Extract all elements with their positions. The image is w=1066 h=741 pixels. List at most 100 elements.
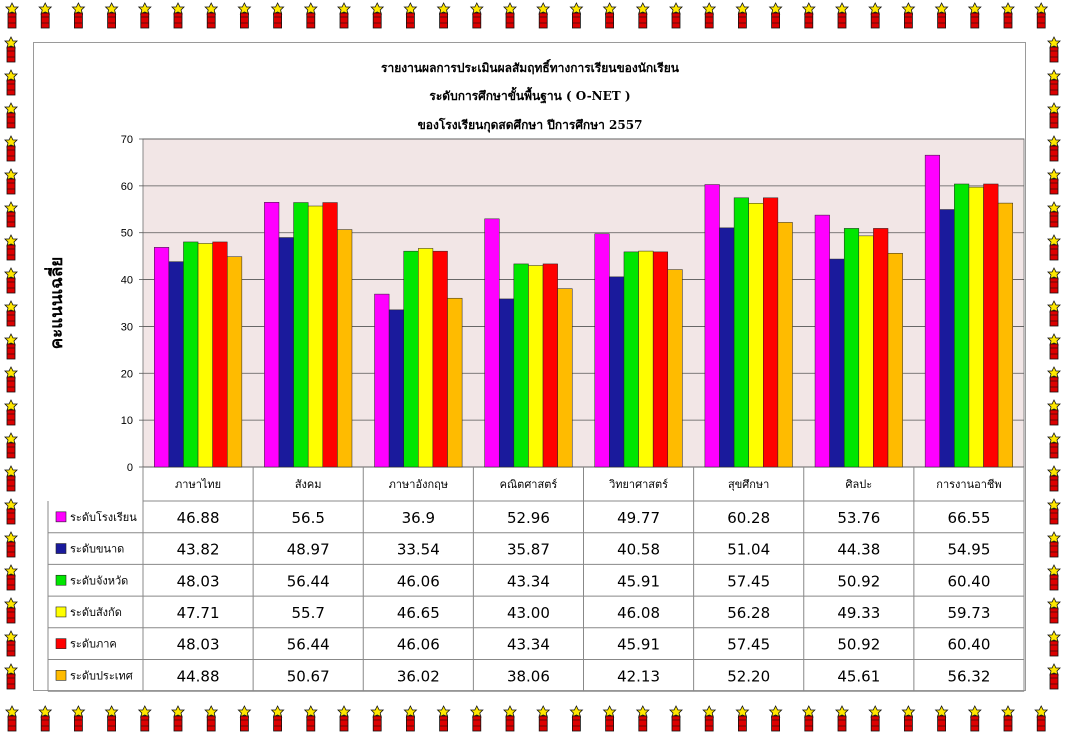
data-label: 50.92 bbox=[837, 572, 880, 590]
firecracker-icon bbox=[801, 705, 816, 732]
firecracker-icon bbox=[1047, 135, 1061, 162]
firecracker-icon bbox=[303, 2, 318, 29]
data-label: 46.06 bbox=[397, 636, 440, 654]
bar bbox=[513, 263, 529, 468]
firecracker-icon bbox=[237, 705, 252, 732]
firecracker-icon bbox=[4, 564, 18, 591]
firecracker-icon bbox=[669, 2, 683, 29]
firecracker-icon bbox=[503, 705, 517, 732]
data-label: 59.73 bbox=[947, 604, 990, 622]
firecracker-icon bbox=[536, 705, 551, 732]
firecracker-icon bbox=[137, 705, 152, 732]
data-label: 48.03 bbox=[177, 636, 220, 654]
firecracker-icon bbox=[4, 36, 18, 63]
firecracker-icon bbox=[967, 2, 982, 29]
y-tick-label: 40 bbox=[121, 275, 133, 287]
firecracker-icon bbox=[1047, 399, 1061, 426]
y-axis: 0 10 20 30 40 50 60 70 bbox=[121, 134, 143, 474]
firecracker-icon bbox=[1047, 267, 1061, 294]
x-tick-label: ภาษาไทย bbox=[175, 478, 221, 491]
legend-swatch bbox=[55, 638, 67, 649]
x-tick-label: วิทยาศาสตร์ bbox=[608, 478, 668, 491]
firecracker-icon bbox=[204, 2, 219, 29]
data-label: 47.71 bbox=[177, 604, 220, 622]
firecracker-icon bbox=[137, 2, 152, 29]
firecracker-icon bbox=[370, 2, 385, 29]
bar bbox=[557, 288, 573, 468]
chart-title: รายงานผลการประเมินผลสัมฤทธิ์ทางการเรียนข… bbox=[381, 59, 680, 133]
data-label: 66.55 bbox=[947, 509, 990, 527]
firecracker-icon bbox=[436, 705, 451, 732]
firecracker-icon bbox=[1034, 705, 1049, 732]
data-label: 48.03 bbox=[177, 572, 220, 590]
firecracker-icon bbox=[171, 2, 185, 29]
data-label: 55.7 bbox=[291, 604, 324, 622]
bar bbox=[968, 186, 984, 468]
firecracker-icon bbox=[934, 2, 949, 29]
data-label: 46.06 bbox=[397, 572, 440, 590]
firecracker-icon bbox=[1034, 2, 1049, 29]
data-label: 45.91 bbox=[617, 636, 660, 654]
x-tick-label: คณิตศาสตร์ bbox=[500, 478, 558, 491]
bar bbox=[623, 251, 639, 468]
firecracker-icon bbox=[469, 705, 484, 732]
data-label: 44.38 bbox=[837, 541, 880, 559]
bar bbox=[542, 263, 558, 468]
legend-entry: ระดับสังกัด bbox=[70, 606, 122, 619]
bar bbox=[609, 276, 625, 468]
bar bbox=[719, 227, 735, 468]
bar bbox=[307, 205, 324, 468]
firecracker-icon bbox=[602, 2, 617, 29]
firecracker-icon bbox=[403, 705, 418, 732]
bar bbox=[403, 250, 419, 468]
firecracker-icon bbox=[1047, 564, 1061, 591]
firecracker-icon bbox=[868, 2, 883, 29]
data-label: 43.34 bbox=[507, 636, 550, 654]
y-tick-label: 50 bbox=[121, 228, 133, 240]
firecracker-icon bbox=[1047, 531, 1061, 558]
data-label: 53.76 bbox=[837, 509, 880, 527]
bar bbox=[594, 233, 610, 468]
y-tick-label: 20 bbox=[121, 368, 133, 380]
data-label: 56.32 bbox=[947, 667, 990, 685]
firecracker-icon bbox=[4, 333, 18, 360]
legend-swatch bbox=[55, 511, 67, 523]
legend-entry: ระดับโรงเรียน bbox=[70, 510, 137, 524]
firecracker-icon bbox=[669, 705, 683, 732]
bar bbox=[924, 154, 940, 468]
firecracker-icon bbox=[38, 705, 53, 732]
firecracker-icon bbox=[4, 465, 18, 492]
firecracker-icon bbox=[1047, 630, 1061, 657]
firecracker-icon bbox=[801, 2, 816, 29]
legend-entry: ระดับประเทศ bbox=[70, 669, 133, 682]
x-tick-label: ภาษาอังกฤษ bbox=[389, 478, 448, 491]
bar bbox=[667, 269, 683, 468]
y-axis-label: คะแนนเฉลี่ย bbox=[44, 257, 67, 349]
bar bbox=[168, 261, 184, 468]
firecracker-icon bbox=[4, 498, 18, 525]
data-label: 50.92 bbox=[837, 636, 880, 654]
y-tick-label: 10 bbox=[121, 415, 133, 427]
firecracker-icon bbox=[1047, 498, 1061, 525]
bar bbox=[939, 209, 955, 468]
data-label: 54.95 bbox=[947, 541, 990, 559]
bar bbox=[528, 265, 544, 468]
firecracker-icon bbox=[735, 2, 750, 29]
firecracker-icon bbox=[1047, 168, 1061, 195]
bar bbox=[954, 183, 970, 468]
firecracker-icon bbox=[38, 2, 53, 29]
legend-swatch bbox=[55, 606, 67, 618]
bar bbox=[447, 297, 463, 468]
data-label: 50.67 bbox=[287, 667, 330, 685]
data-label: 52.96 bbox=[507, 509, 550, 527]
bar bbox=[212, 241, 228, 468]
firecracker-icon bbox=[536, 2, 551, 29]
firecracker-icon bbox=[4, 69, 18, 96]
firecracker-icon bbox=[835, 2, 849, 29]
data-table: ภาษาไทย สังคม ภาษาอังกฤษ คณิตศาสตร์ วิทยาศาส… bbox=[47, 467, 1025, 692]
firecracker-icon bbox=[4, 432, 18, 459]
firecracker-icon bbox=[934, 705, 949, 732]
data-label: 42.13 bbox=[617, 667, 660, 685]
bar bbox=[418, 248, 434, 468]
firecracker-icon bbox=[104, 705, 119, 732]
